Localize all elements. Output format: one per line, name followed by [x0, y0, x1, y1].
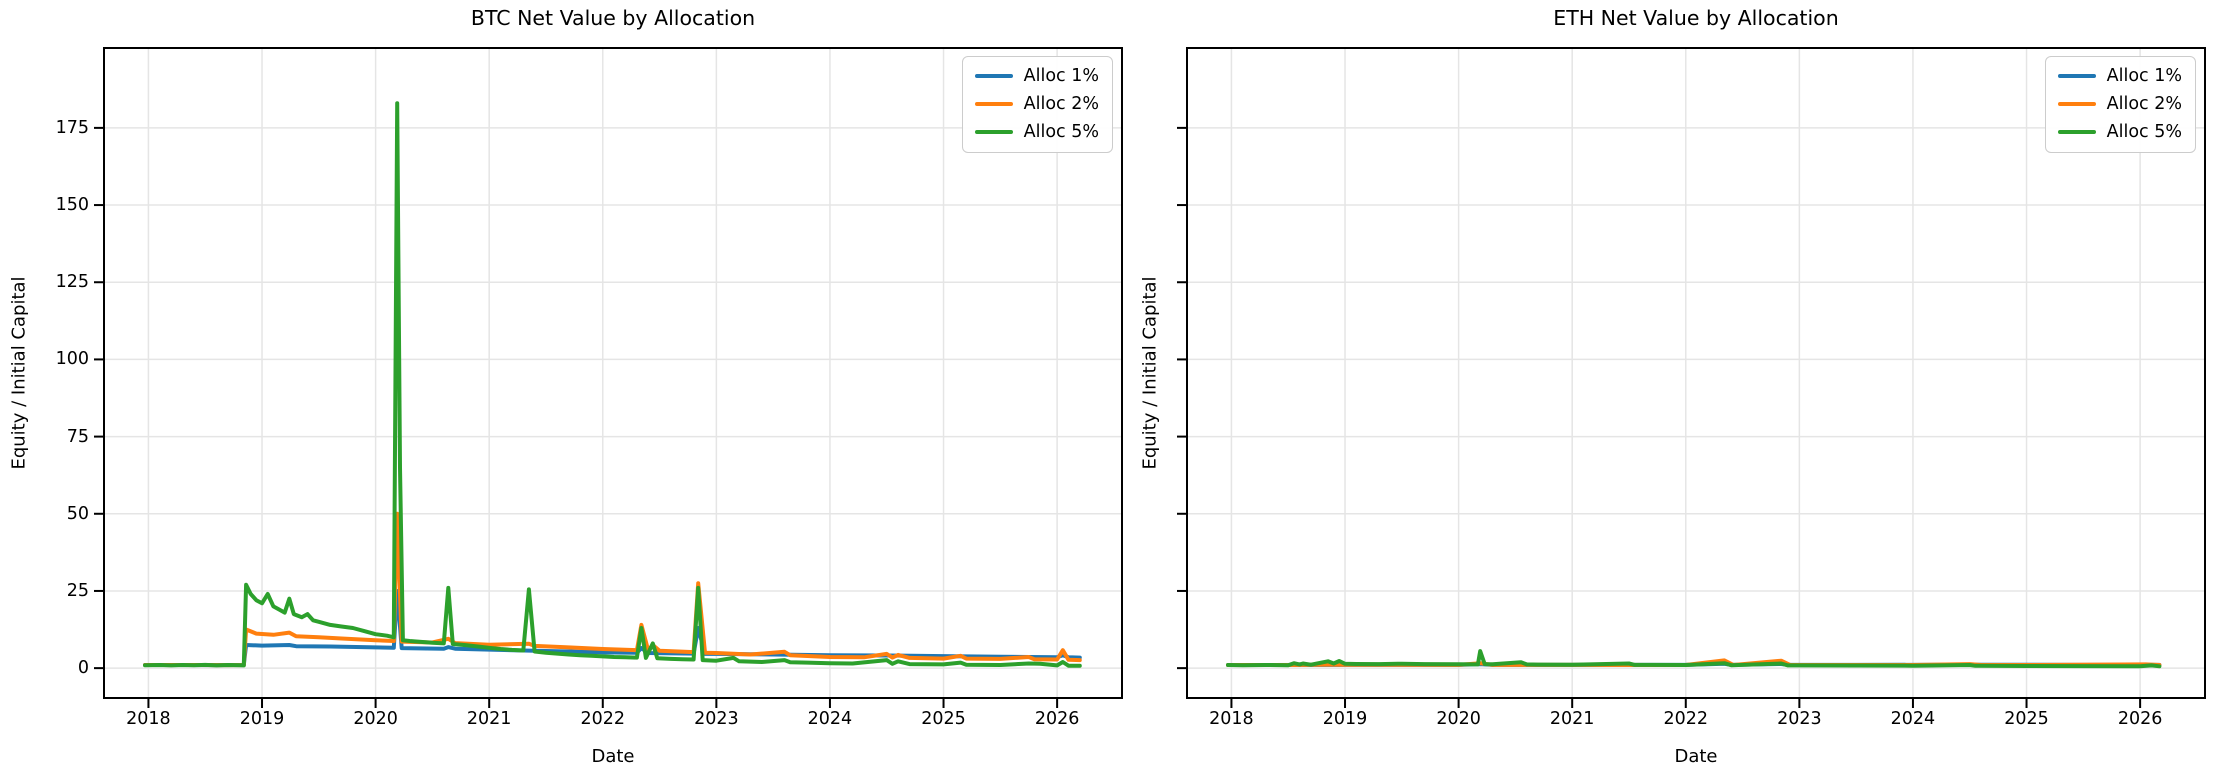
legend-label: Alloc 2%	[1023, 94, 1099, 114]
y-tick-label: 50	[66, 503, 89, 524]
series-line-alloc-1-	[143, 589, 1082, 668]
x-tick-label: 2019	[239, 709, 285, 729]
series-line-alloc-2-	[143, 511, 1082, 668]
legend-label: Alloc 1%	[2106, 66, 2182, 86]
legend-entry: Alloc 2%	[2057, 94, 2182, 114]
x-axis-label-eth: Date	[1674, 746, 1718, 767]
y-tick-label: 125	[55, 272, 89, 293]
legend-line-swatch	[2057, 73, 2096, 79]
legend-label: Alloc 1%	[1023, 66, 1099, 86]
x-tick-label: 2026	[2117, 709, 2163, 729]
x-tick-label: 2023	[1777, 709, 1822, 729]
legend-entry: Alloc 5%	[2057, 122, 2182, 142]
legend-entry: Alloc 1%	[2057, 66, 2182, 86]
legend-btc: Alloc 1% Alloc 2% Alloc 5%	[961, 56, 1113, 153]
legend-label: Alloc 5%	[1023, 122, 1099, 142]
legend-entry: Alloc 5%	[974, 122, 1099, 142]
axes-spines	[1186, 47, 2206, 699]
legend-line-swatch	[2057, 129, 2096, 135]
x-tick-label: 2025	[2004, 709, 2049, 729]
y-tick-label: 25	[66, 580, 89, 601]
x-tick-label: 2022	[580, 709, 626, 729]
x-tick-label: 2023	[694, 709, 739, 729]
chart-title-btc: BTC Net Value by Allocation	[470, 6, 756, 30]
chart-title-eth: ETH Net Value by Allocation	[1553, 6, 1839, 30]
x-tick-label: 2021	[1549, 709, 1595, 729]
legend-line-swatch	[2057, 101, 2096, 107]
y-tick-label: 150	[55, 195, 89, 216]
legend-entry: Alloc 1%	[974, 66, 1099, 86]
legend-label: Alloc 5%	[2106, 122, 2182, 142]
y-tick-label: 100	[55, 349, 89, 370]
legend-line-swatch	[974, 129, 1013, 135]
plot-area-eth	[1177, 47, 2206, 708]
plot-area-btc	[94, 47, 1123, 708]
y-tick-label: 75	[66, 426, 89, 447]
y-tick-label: 175	[55, 117, 89, 138]
axes-spines	[103, 47, 1123, 699]
x-tick-label: 2024	[1890, 709, 1936, 729]
x-tick-label: 2026	[1034, 709, 1080, 729]
x-tick-label: 2024	[807, 709, 853, 729]
x-tick-label: 2020	[1436, 709, 1481, 729]
x-tick-label: 2021	[466, 709, 512, 729]
series-line-alloc-5-	[143, 101, 1082, 668]
x-tick-label: 2019	[1322, 709, 1368, 729]
x-tick-label: 2025	[921, 709, 966, 729]
btc-chart-axes: BTC Net Value by Allocation Equity / Ini…	[9, 6, 1123, 767]
y-axis-label-eth: Equity / Initial Capital	[1139, 276, 1161, 470]
legend-entry: Alloc 2%	[974, 94, 1099, 114]
legend-eth: Alloc 1% Alloc 2% Alloc 5%	[2044, 56, 2196, 153]
x-tick-label: 2018	[126, 709, 171, 729]
x-axis-label-btc: Date	[591, 746, 635, 767]
x-tick-label: 2022	[1663, 709, 1709, 729]
y-tick-label: 0	[77, 658, 89, 679]
legend-label: Alloc 2%	[2106, 94, 2182, 114]
legend-line-swatch	[974, 101, 1013, 107]
x-tick-label: 2018	[1209, 709, 1254, 729]
series-line-alloc-5-	[1226, 649, 2162, 669]
eth-chart-axes: ETH Net Value by Allocation Equity / Ini…	[1140, 6, 2206, 767]
legend-line-swatch	[974, 73, 1013, 79]
x-tick-label: 2020	[353, 709, 398, 729]
